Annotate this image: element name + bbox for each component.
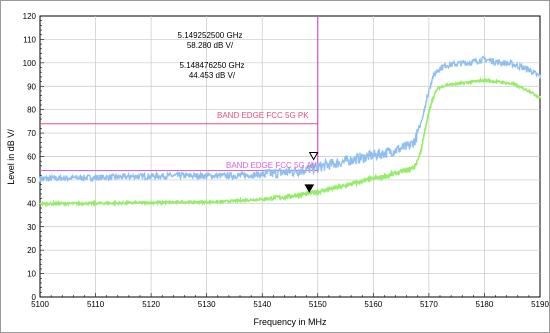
x-tick-label: 5140: [253, 300, 271, 309]
x-tick-label: 5150: [309, 300, 327, 309]
marker1-level-readout: 58.280 dB V/: [187, 41, 234, 50]
y-tick-label: 50: [27, 176, 36, 185]
x-tick-label: 5180: [476, 300, 494, 309]
y-tick-label: 60: [27, 153, 36, 162]
peak-trace: [39, 54, 542, 183]
x-tick-label: 5190: [531, 300, 549, 309]
y-axis-label: Level in dB V/: [6, 129, 16, 185]
x-tick-label: 5120: [142, 300, 160, 309]
y-tick-label: 20: [27, 246, 36, 255]
x-tick-label: 5160: [364, 300, 382, 309]
marker1-symbol: [308, 152, 319, 161]
marker2-frequency-readout: 5.148476250 GHz: [180, 61, 245, 70]
y-tick-label: 80: [27, 106, 36, 115]
trace-group: [39, 54, 542, 208]
y-tick-label: 90: [27, 82, 36, 91]
x-tick-label: 5100: [31, 300, 49, 309]
marker2-symbol: [304, 184, 315, 193]
x-tick-label: 5170: [420, 300, 438, 309]
marker-group: [304, 152, 319, 193]
x-axis-label: Frequency in MHz: [253, 317, 327, 327]
y-tick-label: 120: [23, 12, 37, 21]
x-tick-label: 5110: [87, 300, 105, 309]
y-tick-label: 110: [23, 35, 36, 44]
y-tick-label: 100: [23, 59, 37, 68]
y-tick-label: 10: [27, 270, 36, 279]
marker2-level-readout: 44.453 dB V/: [189, 71, 236, 80]
tick-labels: 5100 5110 5120 5130 5140 5150 5160 5170 5180 5190…: [23, 12, 550, 309]
pk-limit-label: BAND EDGE FCC 5G PK: [217, 111, 309, 120]
y-tick-label: 70: [27, 129, 36, 138]
marker1-frequency-readout: 5.149252500 GHz: [178, 31, 243, 40]
x-tick-label: 5130: [198, 300, 216, 309]
average-trace: [39, 76, 542, 208]
y-tick-label: 30: [27, 223, 36, 232]
grid-lines: [39, 15, 541, 298]
y-tick-label: 40: [27, 199, 36, 208]
av-limit-label: BAND EDGE FCC 5G AV: [226, 161, 317, 170]
y-tick-label: 0: [32, 293, 37, 302]
